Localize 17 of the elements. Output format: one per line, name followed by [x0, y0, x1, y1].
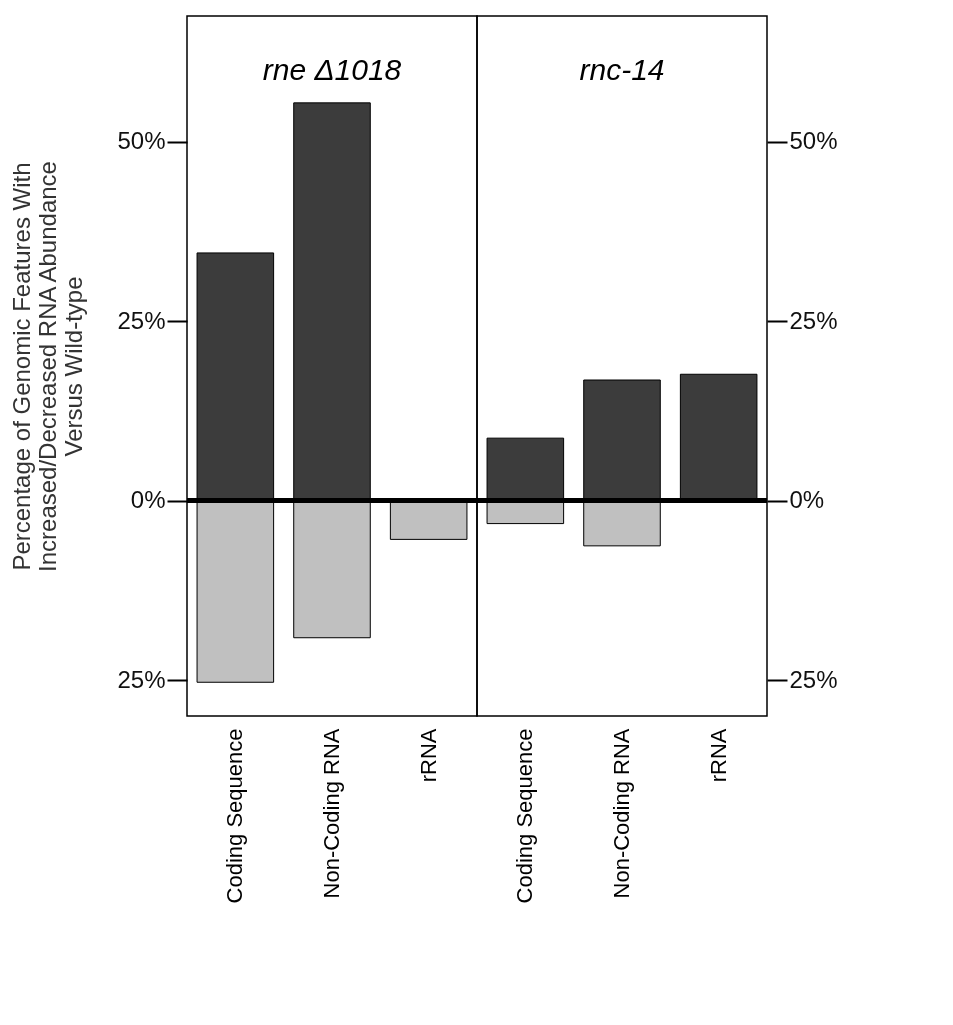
x-tick-label: Coding Sequence — [512, 728, 538, 904]
text: rnc-14 — [579, 53, 665, 86]
y-tick-label: 0% — [789, 486, 825, 514]
y-tick-label: 25% — [789, 665, 838, 693]
x-tick-label: rRNA — [705, 728, 731, 783]
text: rne Δ1018 — [262, 53, 402, 86]
y-tick-label: 0% — [130, 486, 166, 514]
x-tick-label: Non-Coding RNA — [319, 728, 344, 899]
y-tick-label: 50% — [789, 127, 838, 155]
x-tick-label: Coding Sequence — [222, 728, 248, 904]
y-tick-label: 25% — [117, 306, 166, 334]
y-tick-label: 50% — [117, 127, 166, 155]
x-tick-label: Non-Coding RNA — [609, 728, 634, 899]
y-tick-label: 25% — [789, 306, 838, 334]
y-tick-label: 25% — [117, 665, 166, 693]
x-tick-label: rRNA — [415, 728, 441, 783]
y-axis-title: Percentage of Genomic Features With Increased/Decreased RNA Abundance Versus Wild-type — [8, 161, 88, 572]
